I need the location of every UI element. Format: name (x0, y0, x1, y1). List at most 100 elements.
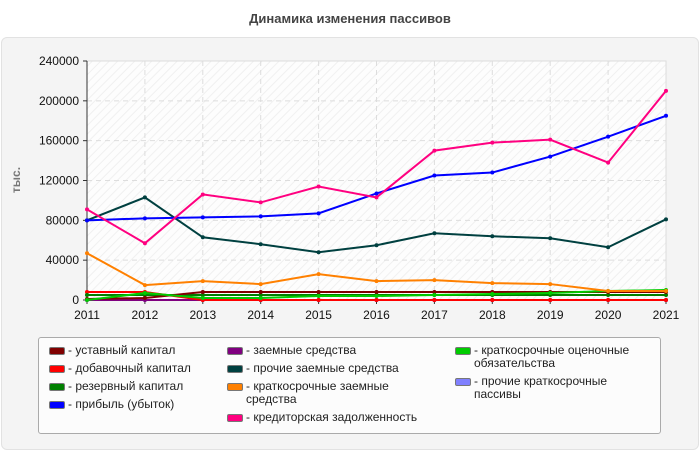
data-point (200, 279, 205, 284)
data-point (85, 298, 89, 302)
legend-label: - прочие краткосрочные пассивы (474, 374, 608, 401)
legend-swatch (455, 378, 471, 386)
legend-label: - краткосрочные заемные средства (246, 379, 389, 406)
data-point (258, 242, 263, 247)
legend-swatch (227, 383, 243, 391)
data-point (548, 291, 553, 296)
x-tick-label: 2019 (537, 308, 564, 322)
x-tick-label: 2013 (189, 308, 216, 322)
y-axis-label: тыс. (9, 167, 23, 193)
x-tick-label: 2018 (479, 308, 506, 322)
legend-item: - краткосрочные заемные средства (227, 380, 417, 406)
legend-swatch (49, 347, 65, 355)
data-point (200, 235, 205, 240)
data-point (85, 293, 89, 298)
data-point (374, 243, 379, 248)
legend-label: - заемные средства (246, 343, 357, 357)
data-point (258, 296, 263, 301)
legend-label: - резервный капитал (68, 379, 184, 393)
series-6 (85, 251, 668, 294)
data-point (200, 290, 205, 295)
y-tick-label: 40000 (46, 253, 80, 267)
legend-swatch (49, 401, 65, 409)
data-point (142, 283, 147, 288)
chart-title: Динамика изменения пассивов (249, 11, 451, 26)
x-tick-label: 2020 (595, 308, 622, 322)
data-point (200, 192, 205, 197)
data-point (432, 298, 437, 302)
data-point (664, 289, 668, 294)
data-point (316, 290, 321, 295)
y-tick-label: 120000 (39, 174, 79, 188)
data-point (432, 293, 437, 298)
y-tick-label: 240000 (39, 54, 79, 68)
data-point (432, 231, 437, 236)
data-point (548, 236, 553, 241)
data-point (606, 245, 611, 250)
legend-label: - уставный капитал (68, 343, 176, 357)
data-point (316, 272, 321, 277)
data-point (606, 298, 611, 302)
data-point (142, 291, 147, 296)
data-point (490, 298, 495, 302)
legend-item: - добавочный капитал (49, 362, 191, 375)
legend-swatch (49, 383, 65, 391)
data-point (606, 134, 611, 139)
data-point (200, 293, 205, 298)
legend-item: - резервный капитал (49, 380, 191, 393)
y-tick-label: 200000 (39, 94, 79, 108)
data-point (316, 250, 321, 255)
y-tick-label: 0 (72, 293, 79, 307)
data-point (316, 211, 321, 216)
x-tick-label: 2012 (132, 308, 159, 322)
data-point (664, 113, 668, 118)
data-point (85, 290, 89, 295)
legend-swatch (227, 347, 243, 355)
x-tick-label: 2015 (305, 308, 332, 322)
data-point (548, 298, 553, 302)
series-7 (85, 88, 668, 246)
data-point (664, 217, 668, 222)
data-point (258, 282, 263, 287)
legend-item: - уставный капитал (49, 344, 191, 357)
data-point (374, 279, 379, 284)
x-tick-label: 2017 (421, 308, 448, 322)
data-point (85, 207, 89, 212)
legend: - уставный капитал - добавочный капитал - … (38, 337, 661, 434)
data-point (142, 241, 147, 246)
legend-label: - добавочный капитал (68, 361, 191, 375)
data-point (374, 294, 379, 299)
data-point (664, 298, 668, 302)
data-point (142, 216, 147, 221)
series-8 (85, 288, 668, 302)
data-point (606, 293, 611, 298)
legend-swatch (227, 365, 243, 373)
data-point (316, 298, 321, 302)
data-point (142, 195, 147, 200)
data-point (432, 278, 437, 283)
data-point (548, 137, 553, 142)
x-tick-label: 2021 (653, 308, 680, 322)
data-point (258, 293, 263, 298)
legend-label: - краткосрочные оценочные обязательства (474, 343, 630, 370)
data-point (664, 293, 668, 298)
legend-item: - прибыль (убыток) (49, 398, 191, 411)
legend-swatch (227, 414, 243, 422)
x-tick-label: 2014 (247, 308, 274, 322)
data-point (490, 170, 495, 175)
data-point (316, 294, 321, 299)
y-tick-label: 80000 (46, 213, 80, 227)
legend-swatch (455, 347, 471, 355)
legend-swatch (49, 365, 65, 373)
data-point (200, 215, 205, 220)
data-point (374, 195, 379, 200)
data-point (85, 218, 89, 223)
data-point (374, 298, 379, 302)
x-tick-label: 2011 (74, 308, 100, 322)
data-point (664, 88, 668, 93)
legend-item: - кредиторская задолженность (227, 411, 417, 424)
data-point (490, 140, 495, 145)
data-point (258, 290, 263, 295)
data-point (432, 148, 437, 153)
